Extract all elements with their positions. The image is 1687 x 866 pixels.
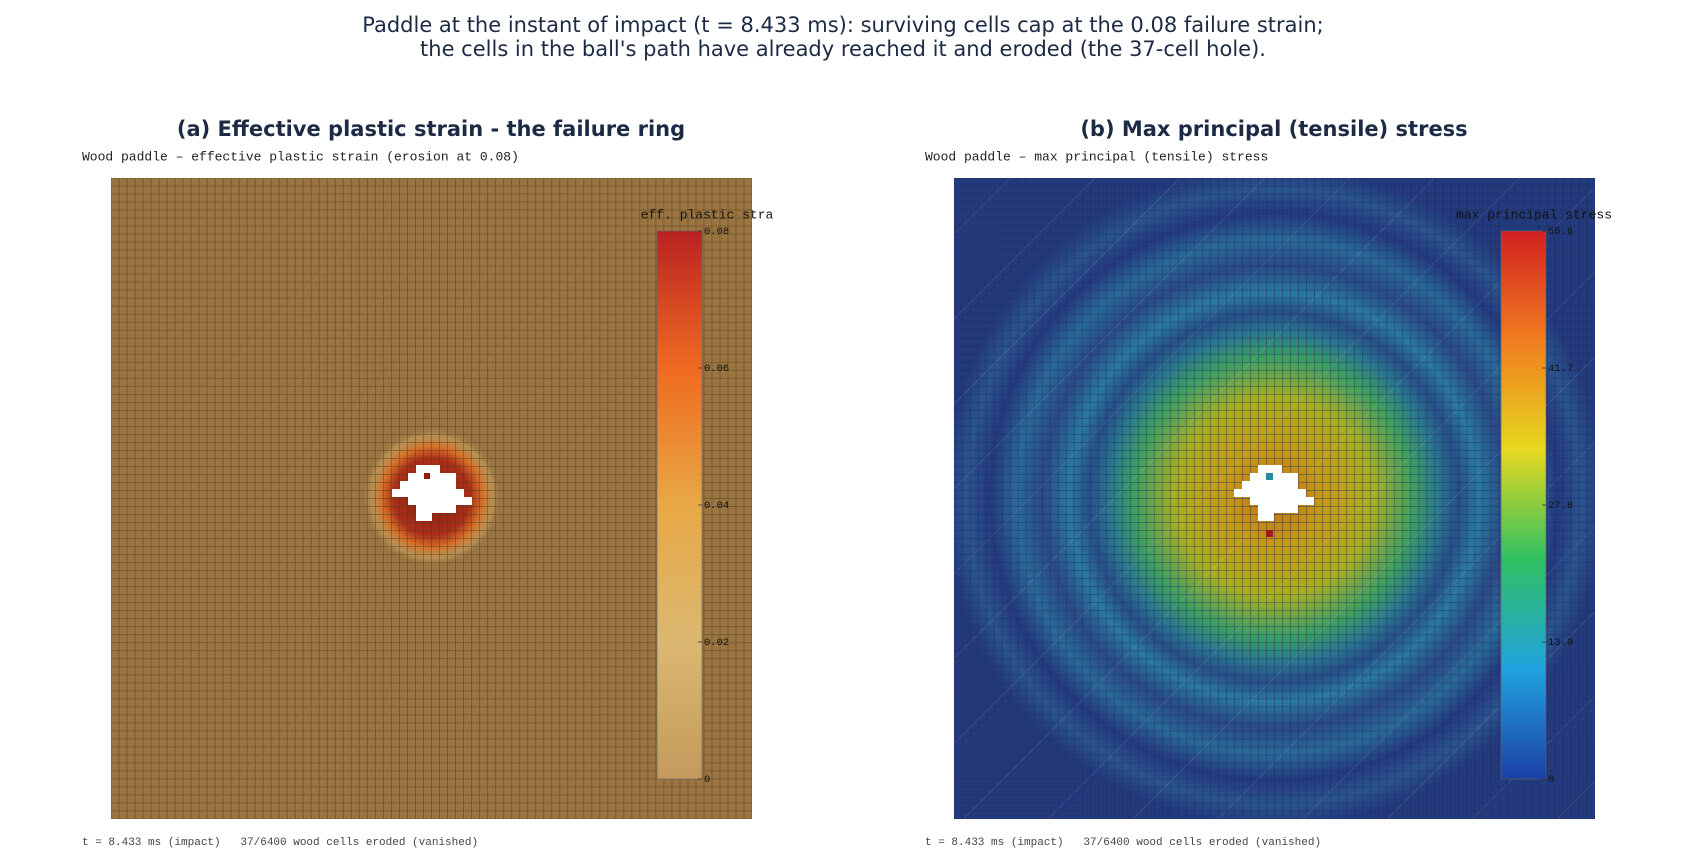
panel-footer: t = 8.433 ms (impact) 37/6400 wood cells…: [925, 837, 1321, 849]
figure-title: Paddle at the instant of impact (t = 8.4…: [362, 13, 1324, 37]
colorbar-tick-label: 41.7: [1548, 363, 1573, 375]
colorbar-tick-label: 0.08: [704, 226, 729, 238]
panel-title: (a) Effective plastic strain - the failu…: [177, 117, 685, 141]
colorbar-tick-label: 0: [1548, 774, 1554, 786]
panel-subtitle: Wood paddle – effective plastic strain (…: [82, 149, 519, 164]
panel-footer: t = 8.433 ms (impact) 37/6400 wood cells…: [82, 837, 478, 849]
field: [954, 178, 1595, 819]
colorbar-tick-label: 0.06: [704, 363, 729, 375]
colorbar: [1500, 230, 1547, 780]
colorbar-tick-label: 13.9: [1548, 637, 1573, 649]
colorbar-title: eff. plastic stra: [641, 207, 774, 222]
field: [111, 178, 752, 819]
colorbar-tick-label: 55.6: [1548, 226, 1573, 238]
colorbar: [656, 230, 703, 780]
colorbar-tick-label: 0.02: [704, 637, 729, 649]
colorbar-tick-label: 0: [704, 774, 710, 786]
colorbar-tick-label: 27.8: [1548, 500, 1573, 512]
panel-title: (b) Max principal (tensile) stress: [1080, 117, 1467, 141]
colorbar-title: max principal stress: [1456, 207, 1612, 222]
colorbar-tick-label: 0.04: [704, 500, 729, 512]
panel-subtitle: Wood paddle – max principal (tensile) st…: [925, 149, 1268, 164]
figure-title: the cells in the ball's path have alread…: [420, 37, 1266, 61]
